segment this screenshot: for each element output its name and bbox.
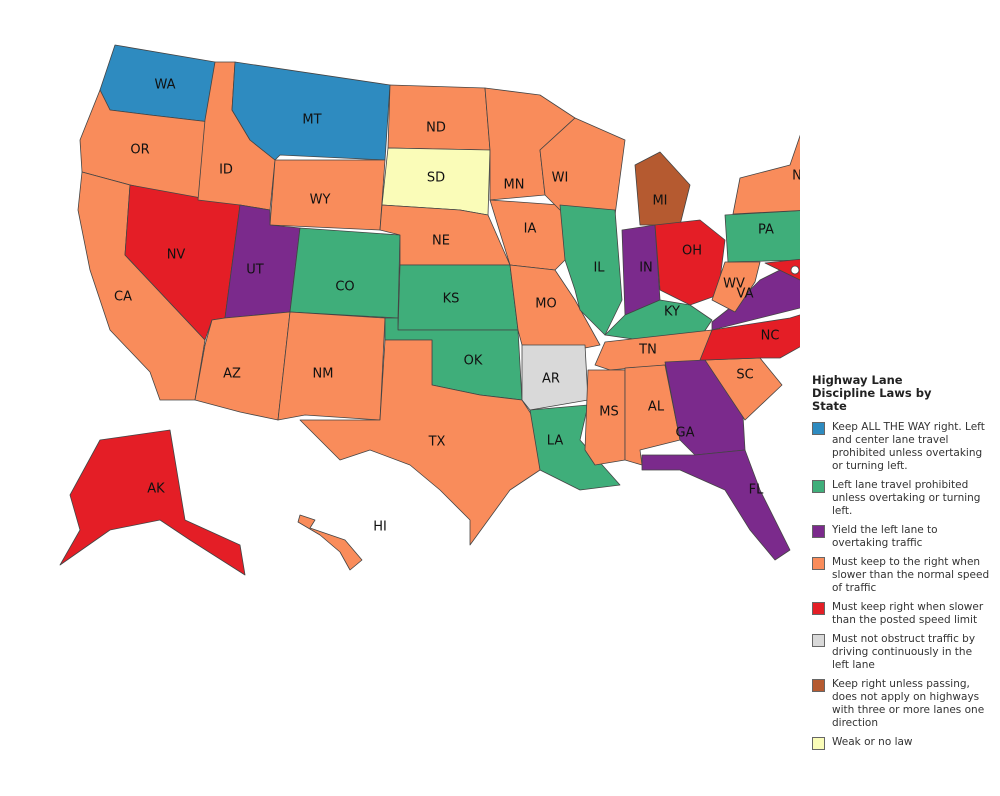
state-shape — [509, 264, 601, 349]
state-label: ID — [219, 163, 233, 178]
state-shape — [790, 265, 800, 275]
state-label: IL — [593, 261, 605, 276]
state-shape — [277, 311, 386, 421]
state-shape — [764, 258, 800, 281]
states — [59, 44, 800, 576]
legend-label: Must keep to the right when slower than … — [832, 556, 990, 594]
state-label: NE — [432, 234, 450, 249]
legend-swatch — [812, 737, 825, 750]
state-label: GA — [676, 426, 695, 441]
state-label: IA — [524, 222, 537, 237]
state-shape — [584, 369, 626, 466]
legend-swatch — [812, 602, 825, 615]
state-label: MI — [652, 194, 667, 209]
state-shape — [299, 339, 541, 546]
state-label: OR — [130, 143, 149, 158]
state-label: OH — [682, 244, 702, 259]
legend-label: Left lane travel prohibited unless overt… — [832, 479, 981, 517]
state-label: SC — [736, 368, 753, 383]
legend: Highway Lane Discipline Laws by State Ke… — [812, 374, 992, 755]
state-label: KY — [664, 305, 680, 320]
legend-item: Must keep right when slower than the pos… — [812, 601, 992, 627]
legend-item: Keep right unless passing, does not appl… — [812, 678, 992, 730]
state-label: VA — [737, 287, 754, 302]
us-map: WA OR CA NV ID MT WY UT AZ CO NM ND SD NE KS OK TX MN IA MO… — [59, 44, 800, 576]
legend-title: Highway Lane Discipline Laws by State — [812, 373, 932, 413]
state-shape — [624, 364, 681, 466]
legend-item: Weak or no law — [812, 736, 992, 750]
legend-label: Keep ALL THE WAY right. Left and center … — [832, 421, 985, 472]
state-shape — [711, 261, 761, 313]
legend-label: Must keep right when slower than the pos… — [832, 601, 984, 626]
state-shape — [521, 344, 589, 411]
state-label: PA — [758, 223, 774, 238]
state-label: FL — [749, 483, 764, 498]
state-label: WI — [552, 171, 569, 186]
state-label: TN — [638, 343, 657, 358]
state-label: NC — [761, 329, 780, 344]
state-shape — [559, 204, 623, 336]
legend-item: Left lane travel prohibited unless overt… — [812, 479, 992, 518]
state-label: ND — [426, 121, 446, 136]
state-label: KS — [443, 292, 460, 307]
state-label: MN — [504, 178, 525, 193]
state-label: CA — [114, 290, 132, 305]
legend-swatch — [812, 480, 825, 493]
legend-label: Weak or no law — [832, 736, 913, 748]
legend-label: Must not obstruct traffic by driving con… — [832, 633, 976, 671]
state-shape — [732, 134, 800, 215]
legend-swatch — [812, 422, 825, 435]
state-label: HI — [373, 520, 387, 535]
state-label: MO — [535, 297, 556, 312]
state-label: MT — [302, 113, 321, 128]
state-label: LA — [547, 434, 564, 449]
state-label: OK — [464, 354, 483, 369]
state-label: AZ — [223, 367, 241, 382]
state-label: SD — [427, 171, 445, 186]
state-label: WY — [310, 193, 331, 208]
state-label: WV — [723, 277, 745, 292]
legend-swatch — [812, 557, 825, 570]
state-label: AR — [542, 372, 560, 387]
state-label: NV — [167, 248, 186, 263]
legend-label: Keep right unless passing, does not appl… — [832, 678, 985, 729]
legend-swatch — [812, 679, 825, 692]
state-label: NY — [792, 169, 800, 184]
state-shape — [59, 429, 246, 576]
state-label: IN — [639, 261, 653, 276]
state-label: CO — [335, 280, 354, 295]
state-shape — [297, 514, 363, 571]
legend-item: Keep ALL THE WAY right. Left and center … — [812, 421, 992, 473]
legend-item: Must keep to the right when slower than … — [812, 556, 992, 595]
state-label: MS — [599, 405, 618, 420]
state-shape — [641, 449, 791, 561]
legend-swatch — [812, 525, 825, 538]
legend-label: Yield the left lane to overtaking traffi… — [832, 524, 938, 549]
state-shape — [699, 314, 800, 361]
state-label: AK — [147, 482, 165, 497]
legend-swatch — [812, 634, 825, 647]
legend-item: Yield the left lane to overtaking traffi… — [812, 524, 992, 550]
state-label: TX — [428, 435, 446, 450]
legend-item: Must not obstruct traffic by driving con… — [812, 633, 992, 672]
state-label: NM — [313, 367, 334, 382]
state-shape — [289, 227, 401, 319]
state-labels: WA OR CA NV ID MT WY UT AZ CO NM ND SD NE KS OK TX MN IA MO… — [114, 78, 800, 535]
state-shape — [231, 61, 391, 161]
state-shape — [634, 151, 691, 226]
state-shape — [387, 84, 491, 151]
state-label: UT — [246, 263, 264, 278]
state-label: AL — [648, 400, 665, 415]
state-label: WA — [154, 78, 175, 93]
